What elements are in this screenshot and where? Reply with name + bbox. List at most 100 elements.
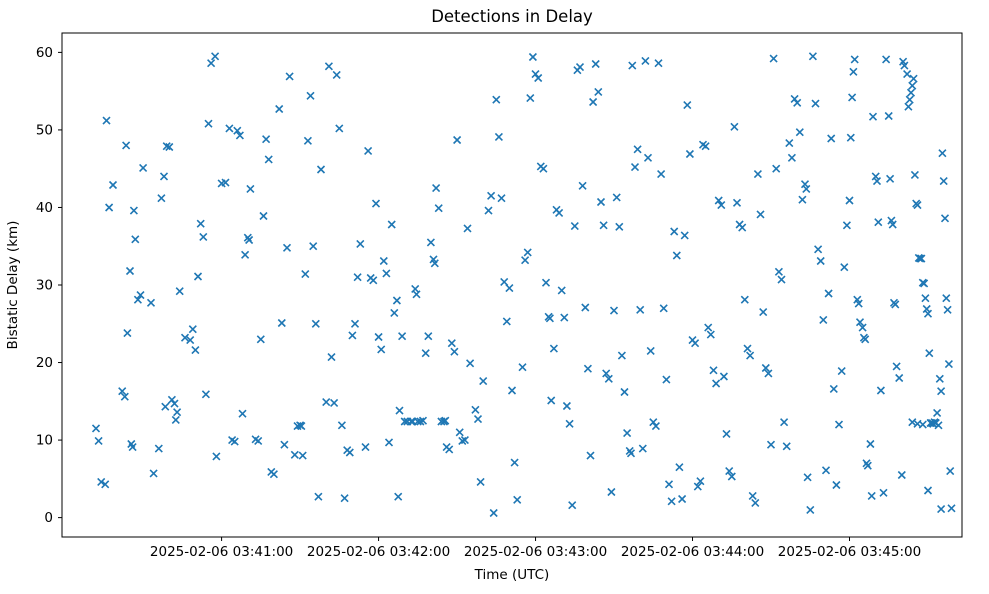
scatter-marker [534,73,543,83]
scatter-marker [910,170,919,179]
scatter-marker [790,94,799,103]
scatter-marker [905,95,914,104]
scatter-marker [704,323,713,332]
y-tick-label: 50 [36,122,53,138]
scatter-marker [309,242,318,251]
scatter-marker [868,112,878,121]
scatter-marker [557,286,566,295]
scatter-marker [298,451,307,460]
scatter-marker [874,218,883,227]
scatter-marker [620,387,629,397]
scatter-marker [259,211,268,221]
scatter-marker [139,163,148,172]
scatter-marker [510,458,519,467]
scatter-marker [772,164,781,173]
scatter-marker [886,174,895,183]
scatter-marker [630,163,640,172]
scatter-marker [277,318,286,328]
scatter-marker [657,170,666,179]
scatter-marker [123,329,132,338]
scatter-marker [463,224,472,233]
x-tick-label: 2025-02-06 03:44:00 [621,544,764,560]
scatter-marker [523,248,532,257]
scatter-marker [670,227,679,236]
scatter-marker [120,392,129,401]
scatter-marker [377,345,386,354]
scatter-marker [683,101,692,110]
scatter-marker [604,374,613,383]
scatter-marker [128,443,137,452]
scatter-marker [850,55,859,64]
scatter-marker [662,375,671,384]
scatter-marker [946,467,955,476]
scatter-marker [434,204,443,213]
scatter-marker [565,419,574,428]
scatter-marker [269,470,278,479]
scatter-marker [626,449,636,458]
scatter-marker [125,266,135,276]
scatter-marker [94,436,103,445]
scatter-marker [541,278,551,287]
scatter-marker [922,304,931,314]
scatter-marker [275,104,284,114]
scatter-marker [476,477,485,486]
scatter-marker [933,408,942,417]
scatter-marker [371,199,381,208]
scatter-marker [162,142,171,151]
scatter-marker [908,418,917,427]
scatter-marker [732,198,742,207]
scatter-marker [238,409,247,418]
scatter-marker [937,505,946,514]
scatter-marker [806,505,815,514]
scatter-marker [725,467,734,476]
scatter-marker [891,300,900,309]
scatter-marker [722,429,731,438]
scatter-marker [766,440,776,449]
scatter-marker [821,466,831,475]
scatter-marker [594,87,603,96]
scatter-marker [282,243,292,252]
scatter-marker [507,386,517,395]
scatter-marker [871,172,880,181]
scatter-marker [589,97,598,107]
scatter-marker [858,323,867,332]
scatter-marker [180,333,190,342]
scatter-marker [921,294,930,303]
scatter-marker [246,184,255,193]
scatter-marker [105,203,114,212]
scatter-marker [400,417,409,426]
scatter-marker [819,315,828,324]
y-tick-label: 20 [36,355,53,371]
scatter-marker [390,308,399,317]
scatter-marker [759,308,768,317]
scatter-marker [780,418,789,427]
scatter-marker [199,232,208,241]
scatter-marker [814,245,823,254]
scatter-marker [849,67,858,76]
scatter-marker [353,273,362,282]
scatter-marker [518,363,527,372]
scatter-marker [782,442,791,451]
scatter-marker [654,59,663,68]
scatter-marker [455,428,464,437]
scatter-marker [494,132,503,141]
scatter-marker [607,487,616,497]
scatter-marker [811,99,820,108]
scatter-marker [562,401,571,411]
scatter-marker [866,439,875,449]
scatter-marker [374,332,383,342]
x-axis-ticks: 2025-02-06 03:41:00 2025-02-06 03:42:00 20… [150,537,921,560]
scatter-marker [643,153,653,162]
scatter-marker [908,81,917,90]
scatter-marker [753,170,762,179]
scatter-marker [680,231,689,240]
scatter-marker [876,386,885,395]
scatter-marker [492,95,501,104]
scatter-marker [701,142,710,151]
scatter-marker [345,448,354,457]
scatter-marker [311,319,320,328]
x-tick-label: 2025-02-06 03:42:00 [307,544,450,560]
scatter-marker [743,344,752,353]
scatter-marker [560,313,569,322]
